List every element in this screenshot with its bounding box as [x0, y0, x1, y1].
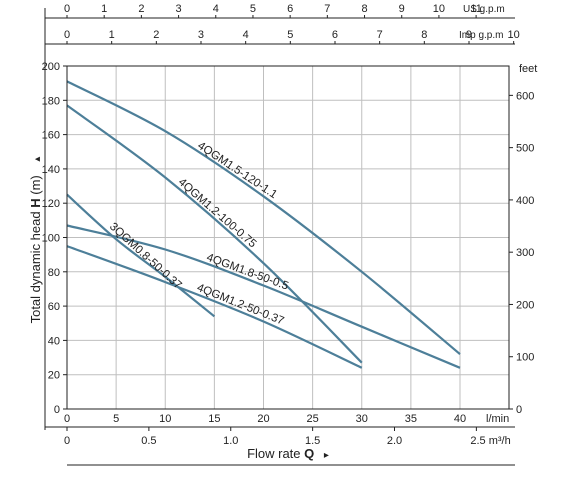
us-tick-label: 1 — [101, 3, 107, 15]
curve-4qgm1-8-50-0-5 — [66, 224, 461, 369]
y-tick-label: 140 — [42, 164, 60, 176]
y-tick-label: 0 — [54, 404, 60, 416]
x-axis-label: Flow rate — [247, 446, 300, 461]
curve-labels: 4QGM1.5-120-1.14QGM1.2-100-0.754QGM1.8-5… — [107, 140, 290, 328]
us-tick-label: 4 — [213, 3, 219, 15]
x-axis-arrow: ▸ — [324, 450, 329, 461]
us-tick-label: 0 — [64, 3, 70, 15]
x-axis-symbol: Q — [304, 446, 314, 461]
axis-titles: Total dynamic head H (m) ▴ Flow rate Q ▸ — [28, 157, 329, 461]
imp-tick-label: 6 — [332, 29, 338, 41]
y-axis-unit: (m) — [28, 175, 43, 195]
lmin-tick-label: 10 — [159, 413, 171, 425]
m3h-tick-label: 0.5 — [141, 435, 156, 447]
us-tick-label: 6 — [287, 3, 293, 15]
y-axis-label: Total dynamic head — [28, 211, 43, 323]
imp-tick-label: 3 — [198, 29, 204, 41]
y-tick-label: 200 — [42, 61, 60, 73]
feet-tick-label: 100 — [516, 352, 534, 364]
y-tick-label: 60 — [48, 301, 60, 313]
curve-label-4qgm1-5-120-1-1: 4QGM1.5-120-1.1 — [195, 140, 279, 201]
m3h-tick-label: 0 — [64, 435, 70, 447]
y-axis-arrow: ▴ — [32, 157, 43, 162]
feet-tick-label: 500 — [516, 143, 534, 155]
lmin-tick-label: 0 — [64, 413, 70, 425]
m3h-tick-label: 1.0 — [223, 435, 238, 447]
feet-tick-label: 600 — [516, 90, 534, 102]
imp-tick-label: 9 — [466, 29, 472, 41]
y-tick-label: 160 — [42, 130, 60, 142]
us-tick-label: 11 — [470, 3, 481, 15]
curve-4qgm1-5-120-1-1 — [66, 80, 461, 355]
m3h-tick-label: 1.5 — [305, 435, 320, 447]
us-tick-label: 7 — [324, 3, 330, 15]
us-unit-label: US g.p.m — [463, 4, 505, 15]
lmin-tick-label: 40 — [454, 413, 466, 425]
imp-tick-label: 2 — [153, 29, 159, 41]
us-tick-label: 3 — [176, 3, 182, 15]
curve-4qgm1-2-50-0-37 — [66, 245, 363, 369]
lmin-tick-label: 20 — [257, 413, 269, 425]
us-tick-label: 9 — [399, 3, 405, 15]
curves — [66, 80, 461, 369]
imp-tick-label: 5 — [287, 29, 293, 41]
y-axis-title: Total dynamic head H (m) ▴ — [28, 157, 43, 324]
imp-tick-label: 1 — [109, 29, 115, 41]
us-tick-label: 8 — [361, 3, 367, 15]
us-tick-label: 10 — [433, 3, 445, 15]
x-axis-title: Flow rate Q ▸ — [247, 446, 329, 461]
axes: 0204060801001201401601802000100200300400… — [42, 3, 537, 466]
feet-tick-label: 300 — [516, 247, 534, 259]
imp-tick-label: 7 — [377, 29, 383, 41]
y-axis-symbol: H — [28, 198, 43, 207]
feet-unit-label: feet — [519, 63, 537, 75]
us-tick-label: 5 — [250, 3, 256, 15]
y-tick-label: 120 — [42, 198, 60, 210]
imp-tick-label: 4 — [243, 29, 249, 41]
curve-3qgm0-8-50-0-37 — [66, 193, 216, 318]
imp-tick-label: 0 — [64, 29, 70, 41]
lmin-tick-label: 30 — [356, 413, 368, 425]
feet-tick-label: 400 — [516, 195, 534, 207]
curve-label-4qgm1-2-100-0-75: 4QGM1.2-100-0.75 — [176, 176, 259, 250]
lmin-tick-label: 35 — [405, 413, 417, 425]
us-tick-label: 2 — [138, 3, 144, 15]
lmin-tick-label: 15 — [208, 413, 220, 425]
y-tick-label: 40 — [48, 335, 60, 347]
feet-tick-label: 200 — [516, 299, 534, 311]
lmin-unit-label: l/min — [486, 413, 509, 425]
y-tick-label: 180 — [42, 95, 60, 107]
m3h-unit-label: 2.5 m³/h — [470, 435, 510, 447]
y-tick-label: 20 — [48, 370, 60, 382]
curve-label-3qgm0-8-50-0-37: 3QGM0.8-50-0.37 — [107, 221, 184, 292]
lmin-tick-label: 25 — [307, 413, 319, 425]
y-tick-label: 80 — [48, 267, 60, 279]
imp-unit-label: Imp g.p.m — [459, 30, 503, 41]
m3h-tick-label: 2.0 — [387, 435, 402, 447]
lmin-tick-label: 5 — [113, 413, 119, 425]
imp-tick-label: 10 — [508, 29, 520, 41]
y-tick-label: 100 — [42, 233, 60, 245]
feet-tick-label: 0 — [516, 404, 522, 416]
imp-tick-label: 8 — [421, 29, 427, 41]
curve-4qgm1-2-100-0-75 — [66, 104, 363, 364]
